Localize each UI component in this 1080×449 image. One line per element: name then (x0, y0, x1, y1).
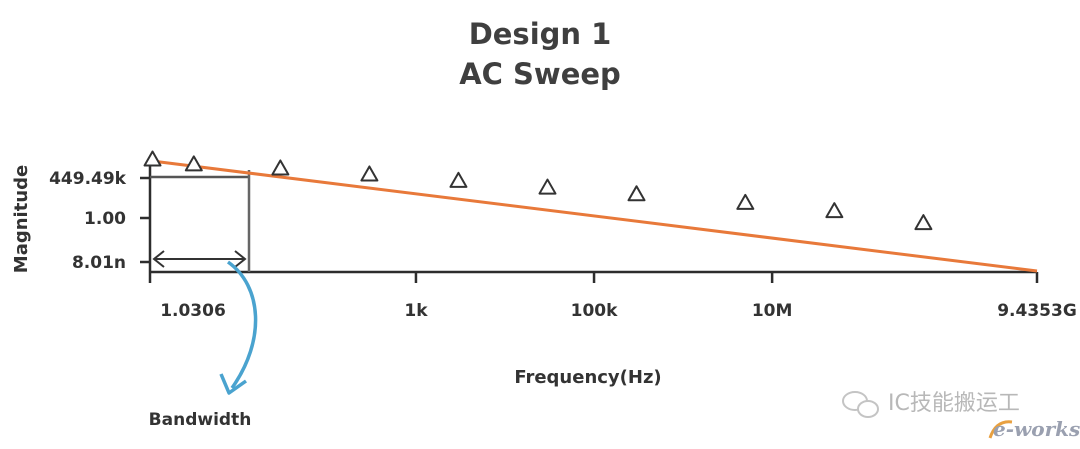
triangle-marker (914, 214, 933, 231)
y-tick-label: 8.01n (72, 253, 126, 273)
bandwidth-curved-arrow (226, 260, 258, 390)
y-tick-label: 1.00 (84, 209, 126, 229)
x-tick-label: 9.4353G (997, 301, 1077, 321)
x-axis-label: Frequency(Hz) (514, 367, 661, 388)
triangle-marker (449, 171, 468, 188)
eworks-logo-icon: e-works (988, 417, 1080, 441)
wechat-icon (842, 391, 879, 418)
x-tick-label: 10M (752, 301, 793, 321)
chart-title: Design 1 (469, 17, 612, 51)
x-tick-label: 1.0306 (160, 301, 226, 321)
triangle-marker (627, 185, 646, 202)
triangle-marker (825, 202, 844, 219)
triangle-marker (360, 165, 379, 182)
x-tick-label: 100k (571, 301, 618, 321)
watermark: IC技能搬运工 e-works (842, 391, 1080, 441)
chart-subtitle: AC Sweep (459, 57, 621, 91)
triangle-marker (184, 155, 203, 172)
bandwidth-curved-arrowhead (219, 373, 248, 395)
y-axis-label: Magnitude (11, 165, 32, 273)
triangle-marker (538, 178, 557, 195)
y-tick-label: 449.49k (49, 169, 127, 189)
bandwidth-label: Bandwidth (149, 410, 252, 430)
markers-group (143, 150, 933, 231)
triangle-marker (143, 150, 162, 167)
watermark-text: IC技能搬运工 (888, 391, 1020, 416)
eworks-logo-text: e-works (993, 417, 1080, 441)
magnitude-line (151, 159, 1038, 273)
triangle-marker (271, 159, 290, 176)
bandwidth-arrowhead-left (152, 250, 165, 268)
bandwidth-arrowhead-right (234, 250, 247, 268)
triangle-marker (736, 193, 755, 210)
x-ticks-group: 1.0306 1k 100k 10M 9.4353G (148, 272, 1077, 321)
x-tick-label: 1k (404, 301, 428, 321)
